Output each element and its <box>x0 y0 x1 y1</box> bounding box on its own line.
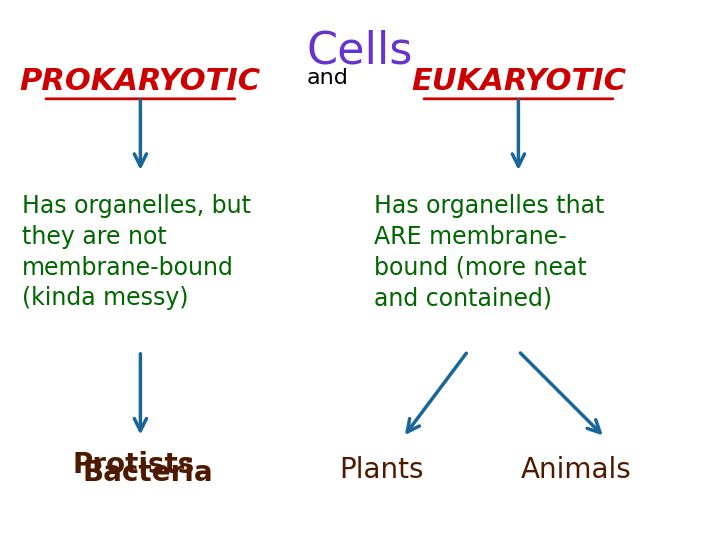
Text: PROKARYOTIC: PROKARYOTIC <box>20 68 261 97</box>
Text: Protists: Protists <box>72 451 194 479</box>
Text: Bacteria: Bacteria <box>82 459 213 487</box>
Text: Animals: Animals <box>521 456 631 484</box>
Text: and: and <box>307 68 348 87</box>
Text: Has organelles that
ARE membrane-
bound (more neat
and contained): Has organelles that ARE membrane- bound … <box>374 194 605 310</box>
Text: Cells: Cells <box>307 30 413 73</box>
Text: EUKARYOTIC: EUKARYOTIC <box>411 68 626 97</box>
Text: Plants: Plants <box>339 456 424 484</box>
Text: Has organelles, but
they are not
membrane-bound
(kinda messy): Has organelles, but they are not membran… <box>22 194 251 310</box>
